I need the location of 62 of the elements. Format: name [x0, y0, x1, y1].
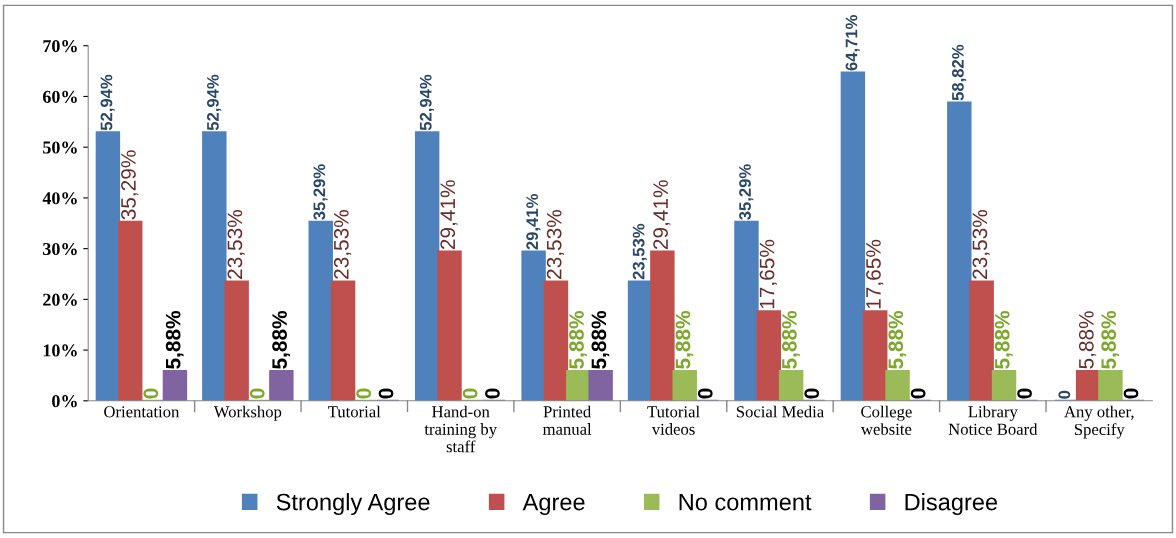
- data-label: 0: [143, 388, 159, 399]
- data-label: 29,41%: [526, 194, 541, 250]
- y-tick-label: 30%: [43, 242, 77, 256]
- data-label: 0: [1058, 390, 1071, 399]
- data-label: 5,88%: [994, 310, 1013, 369]
- data-label: 35,29%: [121, 150, 139, 220]
- data-label: 5,88%: [569, 310, 587, 369]
- data-label: 5,88%: [272, 310, 290, 369]
- data-label: 64,71%: [845, 14, 860, 71]
- data-label: 5,88%: [165, 310, 184, 369]
- data-label: 0: [697, 388, 713, 399]
- data-label: 35,29%: [739, 164, 754, 220]
- x-tick-label: Tutorial videos: [647, 405, 700, 435]
- data-label: 17,65%: [866, 239, 884, 309]
- data-label: 0: [1123, 388, 1139, 399]
- data-label: 23,53%: [546, 210, 564, 279]
- y-tick-label: 10%: [43, 344, 77, 357]
- x-tick-label: Any other, Specify: [1064, 405, 1134, 439]
- x-tick-label: Printed manual: [542, 405, 592, 435]
- legend-label: Disagree: [905, 493, 998, 516]
- data-label: 5,88%: [591, 310, 610, 369]
- x-tick-label: Workshop: [213, 405, 282, 421]
- legend-label: No comment: [679, 493, 812, 511]
- x-tick-label: Orientation: [104, 406, 180, 418]
- data-label: 0: [462, 388, 478, 399]
- x-tick-label: College website: [860, 405, 912, 435]
- legend-label: Strongly Agree: [276, 493, 430, 516]
- data-label: 0: [356, 388, 372, 399]
- data-label: 17,65%: [759, 239, 777, 309]
- y-tick-label: 70%: [43, 39, 77, 53]
- data-label: 23,53%: [227, 210, 245, 279]
- data-label: 0: [1017, 388, 1032, 399]
- data-label: 58,82%: [951, 44, 967, 101]
- data-label: 0: [485, 388, 500, 399]
- x-tick-label: Hand-on training by staff: [424, 405, 497, 453]
- data-label: 0: [910, 388, 926, 399]
- data-label: 52,94%: [100, 74, 115, 131]
- data-label: 5,88%: [888, 310, 907, 369]
- y-tick-label: 0%: [52, 395, 77, 408]
- data-label: 29,41%: [653, 180, 671, 250]
- data-label: 0: [378, 388, 394, 399]
- data-label: 35,29%: [313, 164, 328, 220]
- data-label: 5,88%: [675, 310, 694, 369]
- data-label: 52,94%: [419, 74, 435, 131]
- y-tick-label: 40%: [42, 192, 77, 205]
- data-label: 23,53%: [632, 223, 647, 280]
- x-tick-label: Library Notice Board: [948, 405, 1038, 435]
- data-label: 5,88%: [1101, 310, 1120, 369]
- legend-label: Agree: [522, 493, 585, 516]
- x-tick-label: Tutorial: [328, 405, 381, 418]
- data-label: 5,88%: [782, 310, 800, 369]
- data-label: 0: [804, 388, 820, 399]
- y-tick-label: 20%: [43, 293, 77, 306]
- data-label: 5,88%: [1078, 311, 1097, 369]
- data-label: 23,53%: [333, 210, 352, 279]
- y-tick-label: 50%: [43, 141, 77, 154]
- data-label: 52,94%: [206, 74, 222, 131]
- y-tick-label: 60%: [42, 90, 77, 103]
- data-label: 0: [249, 388, 265, 399]
- data-label: 29,41%: [440, 180, 458, 250]
- x-tick-label: Social Media: [736, 405, 824, 418]
- data-label: 23,53%: [972, 210, 990, 279]
